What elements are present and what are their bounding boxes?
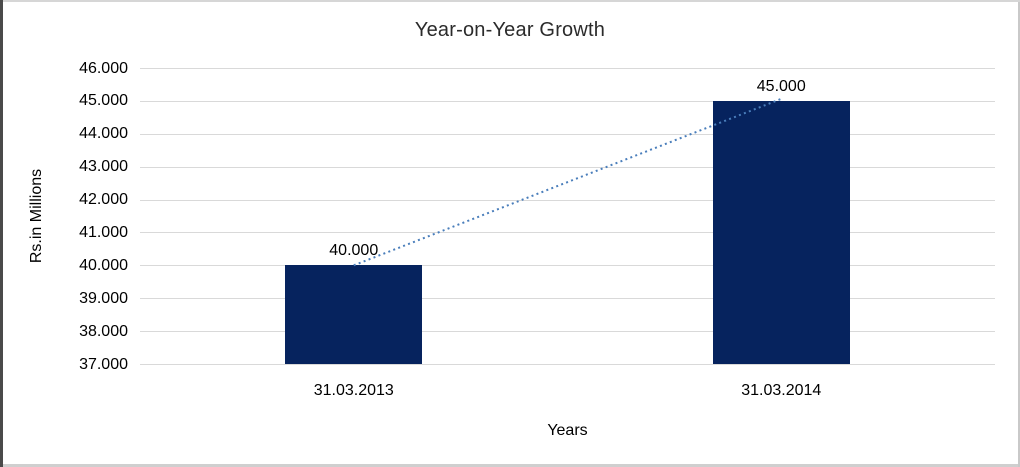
x-axis-title: Years xyxy=(547,422,588,439)
gridline xyxy=(140,100,995,102)
y-tick-label: 43.000 xyxy=(79,158,128,176)
y-tick-label: 37.000 xyxy=(79,355,128,373)
bar-data-label: 40.000 xyxy=(329,242,379,260)
gridline xyxy=(140,265,995,267)
bar-data-label: 45.000 xyxy=(756,77,806,95)
x-tick-label: 31.03.2014 xyxy=(741,382,822,399)
gridline xyxy=(140,364,995,365)
y-axis-tick-labels: 46.000 45.000 44.000 43.000 42.000 41.000 40.0… xyxy=(0,60,128,373)
x-tick-label: 31.03.2013 xyxy=(313,382,394,399)
gridline xyxy=(140,199,995,201)
plot-area: 40.000 45.000 xyxy=(140,68,995,365)
bar-31.03.2013 xyxy=(285,265,423,364)
gridline xyxy=(140,166,995,168)
y-tick-label: 44.000 xyxy=(79,125,128,143)
gridline xyxy=(140,232,995,234)
trendline xyxy=(353,97,782,267)
y-tick-label: 39.000 xyxy=(79,289,128,307)
gridline xyxy=(140,298,995,300)
gridline xyxy=(140,133,995,135)
y-tick-label: 45.000 xyxy=(79,92,128,110)
y-tick-label: 40.000 xyxy=(79,256,128,274)
bar-31.03.2014 xyxy=(712,100,850,364)
gridline xyxy=(140,331,995,333)
chart-title: Year-on-Year Growth xyxy=(414,19,606,41)
y-tick-label: 46.000 xyxy=(79,59,128,77)
y-tick-label: 42.000 xyxy=(79,191,128,209)
y-tick-label: 41.000 xyxy=(79,223,128,241)
y-tick-label: 38.000 xyxy=(79,322,128,340)
gridline xyxy=(140,68,995,69)
